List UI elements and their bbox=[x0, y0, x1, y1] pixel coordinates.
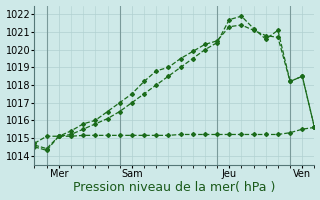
X-axis label: Pression niveau de la mer( hPa ): Pression niveau de la mer( hPa ) bbox=[73, 181, 276, 194]
